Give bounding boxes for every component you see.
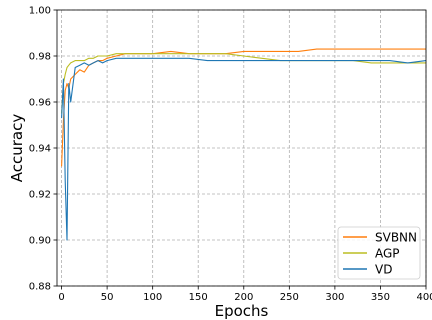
legend-entry-label: VD	[375, 263, 392, 277]
legend-entry-label: SVBNN	[375, 231, 417, 245]
x-tick-label: 400	[416, 292, 432, 303]
x-tick-label: 150	[189, 292, 208, 303]
x-tick-label: 50	[101, 292, 114, 303]
legend-box	[337, 226, 421, 280]
x-tick-label: 350	[371, 292, 390, 303]
x-tick-label: 0	[58, 292, 64, 303]
y-axis-ticks: 0.88 0.90 0.92 0.94 0.96 0.98 1.00	[29, 6, 57, 293]
y-tick-label: 1.00	[29, 6, 51, 17]
series-line-vd	[61, 57, 427, 241]
legend-entry-label: AGP	[375, 247, 400, 261]
y-tick-label: 0.94	[29, 144, 51, 155]
x-tick-label: 300	[325, 292, 344, 303]
series-group	[61, 48, 427, 241]
x-axis-label: Epochs	[215, 302, 269, 320]
y-axis-label: Accuracy	[8, 114, 26, 183]
y-tick-label: 0.98	[29, 52, 51, 63]
y-tick-label: 0.88	[29, 282, 51, 293]
x-axis-ticks: 0 50 100 150 200 250 300 350 400	[58, 286, 432, 303]
y-tick-label: 0.96	[29, 98, 51, 109]
legend: SVBNN AGP VD	[337, 226, 421, 280]
y-tick-label: 0.92	[29, 190, 51, 201]
x-tick-label: 100	[143, 292, 162, 303]
x-tick-label: 200	[234, 292, 253, 303]
y-tick-label: 0.90	[29, 236, 51, 247]
x-tick-label: 250	[280, 292, 299, 303]
